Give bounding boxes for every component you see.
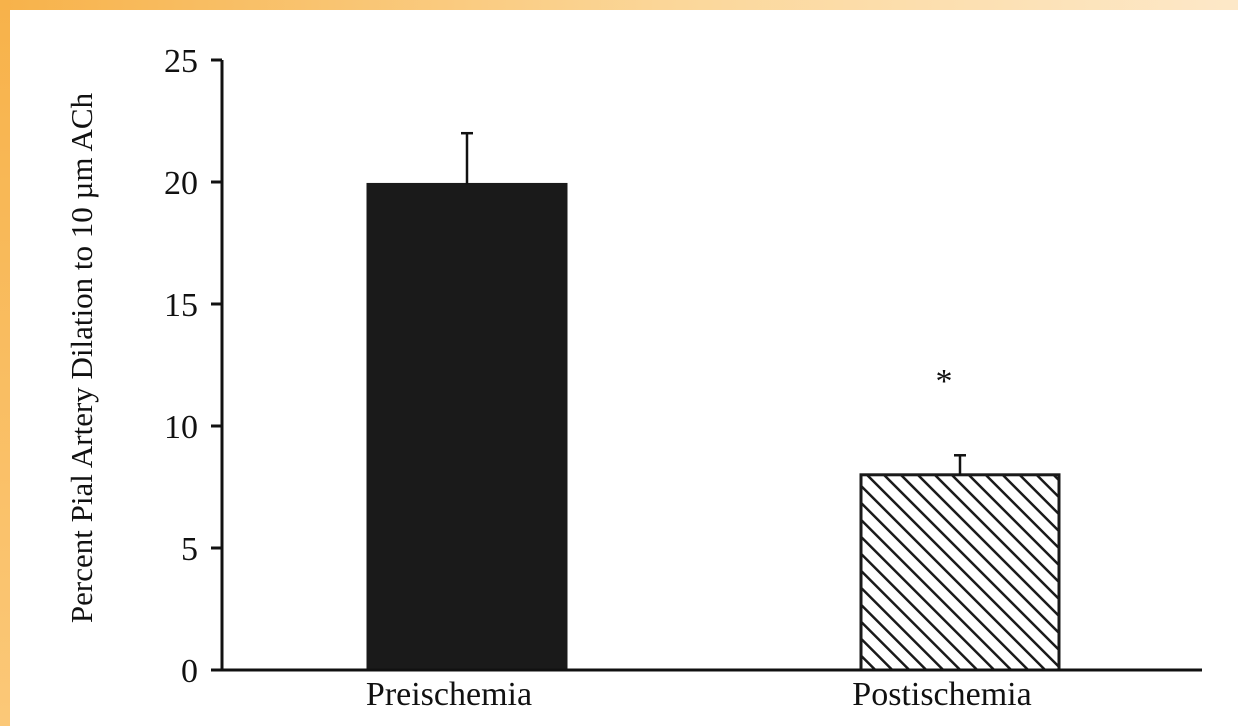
significance-marker: * [936, 363, 953, 400]
y-tick-label: 0 [181, 653, 198, 690]
bars [366, 182, 1061, 672]
y-tick-label: 15 [164, 287, 198, 324]
y-tick-label: 5 [181, 531, 198, 568]
annotations: * [936, 363, 953, 400]
category-label-postischemia: Postischemia [852, 676, 1031, 713]
decorative-frame-top [0, 0, 1238, 10]
decorative-frame-left [0, 0, 10, 726]
y-axis-ticks: 0 5 10 15 20 25 [164, 43, 222, 690]
y-axis-label: Percent Pial Artery Dilation to 10 µm AC… [64, 92, 99, 623]
y-tick-label: 20 [164, 165, 198, 202]
bar-postischemia [859, 473, 1061, 672]
y-tick-label: 25 [164, 43, 198, 80]
category-label-preischemia: Preischemia [366, 676, 532, 713]
bar-preischemia [366, 182, 568, 672]
y-tick-label: 10 [164, 409, 198, 446]
error-bars [461, 131, 966, 475]
category-labels: Preischemia Postischemia [366, 676, 1032, 713]
